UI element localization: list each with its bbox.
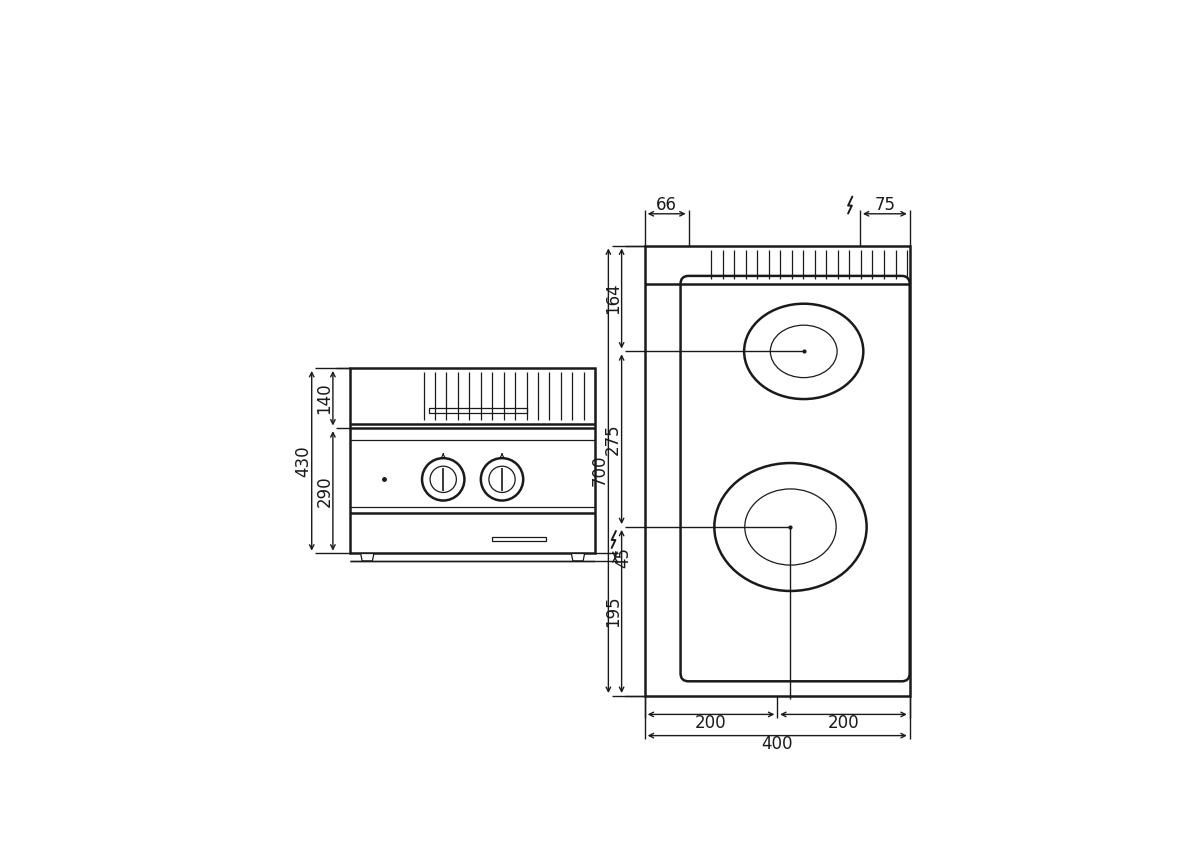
Text: 140: 140 [316,383,334,414]
Text: 200: 200 [828,714,859,732]
Text: 430: 430 [294,445,312,476]
Text: 75: 75 [875,196,895,214]
Polygon shape [571,554,584,561]
Bar [492,537,546,542]
Text: 290: 290 [316,475,334,507]
Text: 200: 200 [695,714,727,732]
Text: 400: 400 [762,735,793,753]
Text: 700: 700 [590,455,608,487]
Bar [644,246,910,696]
Text: 195: 195 [604,596,622,627]
Text: 275: 275 [604,423,622,455]
Polygon shape [361,554,374,561]
Bar [428,408,527,413]
Bar [350,368,595,554]
Text: 45: 45 [614,547,632,568]
Text: 66: 66 [656,196,677,214]
Text: 164: 164 [604,283,622,314]
